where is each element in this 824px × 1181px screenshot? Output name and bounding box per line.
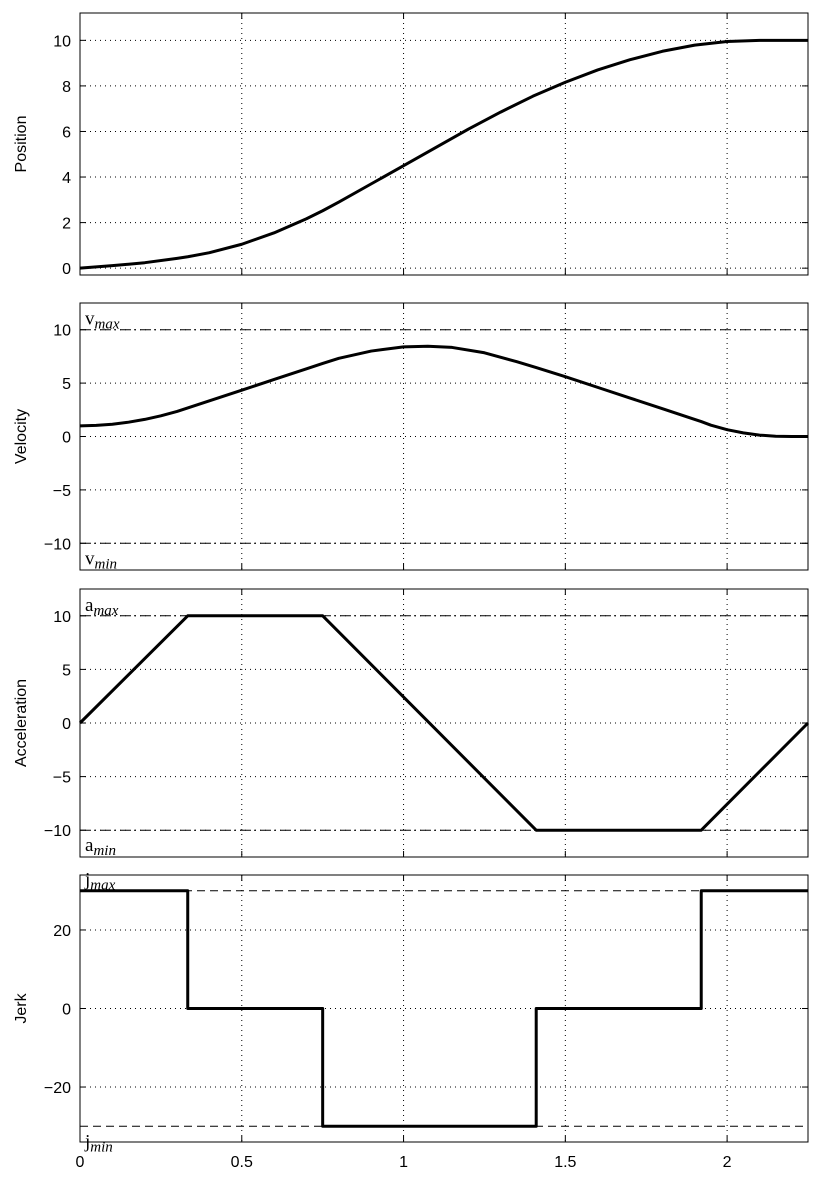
acceleration-ytick-label: −5	[53, 770, 71, 787]
position-ytick-label: 10	[53, 33, 71, 50]
velocity-limit-label-max: vmax	[85, 309, 120, 333]
acceleration-limit-label-min: amin	[85, 835, 116, 859]
position-axes-frame	[79, 12, 809, 276]
acceleration-ytick-label: 0	[62, 716, 71, 733]
acceleration-limit-label-base: a	[85, 835, 94, 856]
jerk-axes-frame	[79, 874, 809, 1143]
position-ytick-label: 2	[62, 216, 71, 233]
acceleration-axes-frame	[79, 588, 809, 858]
jerk-ytick-label: −20	[44, 1080, 71, 1097]
velocity-limit-label-base: v	[85, 309, 95, 330]
x-tick-label: 2	[723, 1154, 732, 1171]
x-tick-label: 0.5	[231, 1154, 253, 1171]
acceleration-axes-bg	[80, 589, 808, 857]
jerk-limit-label-sub: min	[90, 1139, 113, 1155]
x-tick-label: 1.5	[554, 1154, 576, 1171]
velocity-ytick-label: 5	[62, 376, 71, 393]
acceleration-limit-label-base: a	[85, 595, 94, 616]
velocity-ytick-label: 10	[53, 323, 71, 340]
velocity-ytick-label: 0	[62, 430, 71, 447]
velocity-axis-label: Velocity	[13, 409, 30, 464]
position-ytick-label: 8	[62, 79, 71, 96]
velocity-axes-frame	[79, 302, 809, 571]
x-tick-label: 0	[76, 1154, 85, 1171]
position-axis-label: Position	[13, 116, 30, 173]
acceleration-series-line	[78, 614, 810, 832]
jerk-axis-label: Jerk	[13, 992, 30, 1023]
acceleration-ytick-label: 5	[62, 662, 71, 679]
acceleration-limit-label-max: amax	[85, 595, 119, 619]
position-ytick-label: 0	[62, 261, 71, 278]
jerk-ytick-label: 20	[53, 923, 71, 940]
velocity-axes-bg	[80, 303, 808, 570]
jerk-series-line	[80, 889, 808, 1128]
acceleration-ytick-label: −10	[44, 823, 71, 840]
acceleration-limit-label-sub: min	[93, 843, 116, 859]
velocity-limit-label-sub: max	[95, 317, 120, 333]
velocity-limit-label-sub: min	[95, 556, 118, 572]
position-ytick-label: 6	[62, 124, 71, 141]
velocity-ytick-label: −5	[53, 483, 71, 500]
jerk-limit-label-base: j	[84, 870, 90, 891]
position-panel: 0 2 4 6 8 10 Position	[13, 12, 809, 278]
position-ytick-label: 4	[62, 170, 71, 187]
position-series-line	[79, 38, 808, 270]
acceleration-axis-label: Acceleration	[13, 679, 30, 767]
velocity-limit-label-base: v	[85, 548, 95, 569]
velocity-limit-label-min: vmin	[85, 548, 117, 572]
jerk-ytick-label: 0	[62, 1002, 71, 1019]
velocity-series-line	[79, 344, 808, 438]
x-tick-label: 1	[399, 1154, 408, 1171]
acceleration-limit-label-sub: max	[93, 603, 118, 619]
acceleration-ytick-label: 10	[53, 609, 71, 626]
velocity-ytick-label: −10	[44, 536, 71, 553]
